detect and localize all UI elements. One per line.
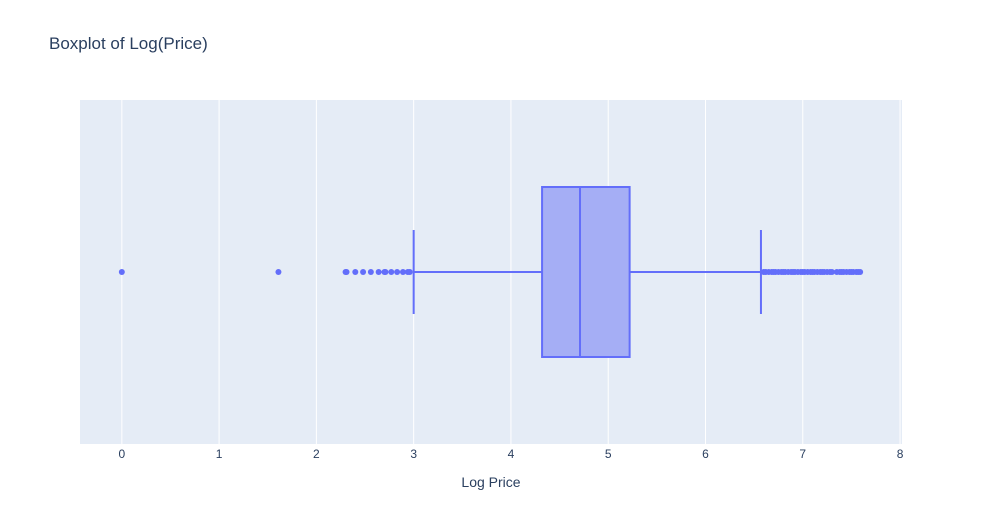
outlier-point[interactable] xyxy=(406,269,413,275)
x-axis-label: Log Price xyxy=(461,474,520,490)
box-trace[interactable] xyxy=(412,186,762,358)
outlier-point[interactable] xyxy=(828,269,835,275)
outlier-point[interactable] xyxy=(388,269,395,275)
x-tick-label: 4 xyxy=(508,447,515,461)
outlier-points[interactable] xyxy=(118,269,864,275)
outlier-point[interactable] xyxy=(275,269,282,275)
x-tick-label: 7 xyxy=(799,447,806,461)
iqr-box[interactable] xyxy=(541,186,631,358)
outlier-point[interactable] xyxy=(360,269,367,275)
chart-title: Boxplot of Log(Price) xyxy=(49,34,208,53)
outlier-point[interactable] xyxy=(367,269,374,275)
x-tick-labels: 0 1 2 3 4 5 6 7 8 xyxy=(118,447,903,461)
outlier-point[interactable] xyxy=(375,269,382,275)
outlier-point[interactable] xyxy=(857,269,864,275)
outlier-point[interactable] xyxy=(394,269,401,275)
x-tick-label: 8 xyxy=(897,447,904,461)
x-tick-label: 0 xyxy=(118,447,125,461)
x-tick-label: 3 xyxy=(410,447,417,461)
outlier-point[interactable] xyxy=(382,269,389,275)
x-tick-label: 5 xyxy=(605,447,612,461)
outlier-point[interactable] xyxy=(343,269,350,275)
outlier-point[interactable] xyxy=(352,269,359,275)
x-tick-label: 2 xyxy=(313,447,320,461)
outlier-point[interactable] xyxy=(118,269,125,275)
outlier-point[interactable] xyxy=(399,269,406,275)
x-tick-label: 1 xyxy=(216,447,223,461)
x-tick-label: 6 xyxy=(702,447,709,461)
